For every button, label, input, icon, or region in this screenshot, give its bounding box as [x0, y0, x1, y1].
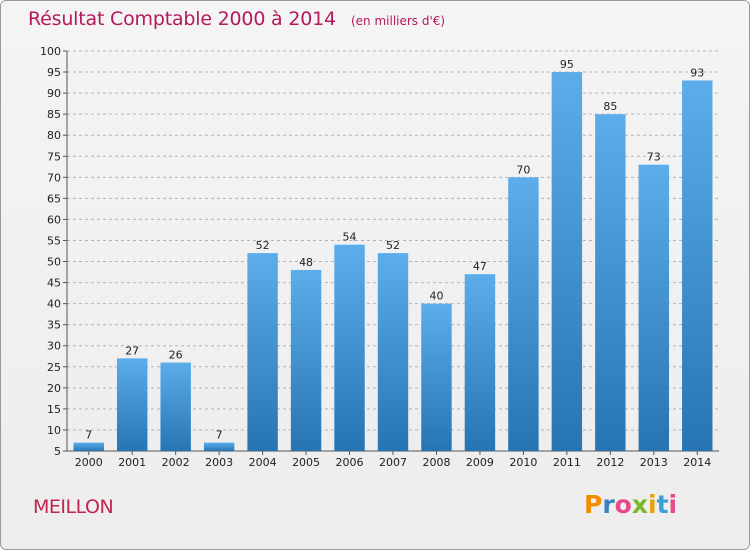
logo-letter: x — [631, 490, 648, 519]
bar-value-label: 95 — [560, 58, 574, 71]
y-tick-label: 100 — [40, 45, 61, 58]
x-tick-label: 2010 — [509, 456, 537, 469]
bar-2007[interactable] — [377, 253, 409, 451]
y-tick-label: 55 — [47, 234, 61, 247]
y-tick-label: 50 — [47, 256, 61, 269]
x-tick-label: 2005 — [292, 456, 320, 469]
bar-2014[interactable] — [682, 80, 713, 451]
bar-value-label: 27 — [125, 344, 139, 357]
bar-2012[interactable] — [595, 114, 626, 451]
x-tick-label: 2013 — [640, 456, 668, 469]
logo-letter: i — [648, 490, 657, 519]
bar-2010[interactable] — [508, 177, 539, 451]
x-tick-label: 2006 — [336, 456, 364, 469]
bar-value-label: 47 — [473, 260, 487, 273]
commune-name: MEILLON — [33, 496, 114, 518]
y-tick-label: 85 — [47, 108, 61, 121]
bar-value-label: 52 — [386, 239, 400, 252]
bar-2004[interactable] — [247, 253, 278, 451]
y-tick-label: 5 — [54, 445, 61, 458]
bar-value-label: 73 — [647, 151, 661, 164]
x-tick-label: 2003 — [205, 456, 233, 469]
logo-letter: t — [656, 490, 669, 519]
bar-value-label: 85 — [603, 100, 617, 113]
proxiti-logo[interactable]: Proxiti — [584, 490, 677, 519]
logo-letter: i — [668, 490, 678, 519]
bar-2003[interactable] — [203, 442, 235, 451]
y-tick-label: 35 — [47, 319, 61, 332]
chart-title: Résultat Comptable 2000 à 2014 — [28, 8, 336, 30]
bar-value-label: 7 — [216, 429, 223, 442]
logo-letter: P — [584, 490, 603, 519]
bar-2011[interactable] — [551, 72, 583, 451]
y-tick-label: 60 — [47, 213, 61, 226]
y-tick-label: 25 — [47, 361, 61, 374]
logo-letter: r — [602, 490, 615, 519]
y-tick-label: 10 — [47, 424, 61, 437]
x-tick-label: 2004 — [249, 456, 277, 469]
bar-2002[interactable] — [160, 362, 191, 451]
x-tick-label: 2007 — [379, 456, 407, 469]
bar-value-label: 40 — [429, 290, 443, 303]
x-tick-label: 2012 — [596, 456, 624, 469]
bar-2013[interactable] — [638, 164, 670, 451]
y-tick-label: 80 — [47, 129, 61, 142]
x-tick-label: 2014 — [683, 456, 711, 469]
bar-value-label: 70 — [516, 163, 530, 176]
y-tick-label: 20 — [47, 382, 61, 395]
bar-2009[interactable] — [464, 274, 496, 451]
y-tick-label: 15 — [47, 403, 61, 416]
x-tick-label: 2009 — [466, 456, 494, 469]
axis-layer: 5 10 15 20 25 30 35 40 45 50 55 60 65 70 75 80 85 90 95 100… — [40, 45, 719, 469]
x-tick-label: 2008 — [422, 456, 450, 469]
bar-value-label: 26 — [169, 349, 183, 362]
bar-2001[interactable] — [116, 358, 148, 451]
bar-value-label: 52 — [256, 239, 270, 252]
bar-2000[interactable] — [73, 442, 104, 451]
y-tick-label: 70 — [47, 171, 61, 184]
title-line: Résultat Comptable 2000 à 2014 (en milli… — [28, 8, 445, 30]
x-tick-label: 2011 — [553, 456, 581, 469]
bars-layer — [73, 72, 713, 451]
logo-letter: o — [614, 490, 632, 519]
bar-value-label: 93 — [690, 66, 704, 79]
y-tick-label: 40 — [47, 298, 61, 311]
x-tick-label: 2001 — [118, 456, 146, 469]
y-tick-label: 75 — [47, 150, 61, 163]
y-tick-label: 95 — [47, 66, 61, 79]
y-tick-label: 45 — [47, 277, 61, 290]
bar-value-label: 54 — [343, 231, 357, 244]
x-tick-label: 2000 — [75, 456, 103, 469]
bar-2006[interactable] — [334, 244, 365, 451]
bar-value-label: 48 — [299, 256, 313, 269]
y-tick-label: 30 — [47, 340, 61, 353]
y-tick-label: 90 — [47, 87, 61, 100]
bar-value-label: 7 — [85, 429, 92, 442]
chart-subtitle: (en milliers d'€) — [350, 14, 446, 28]
x-tick-label: 2002 — [162, 456, 190, 469]
labels-layer: 7 27 26 7 52 48 54 52 40 47 70 95 85 73 93 — [85, 58, 704, 442]
bar-2008[interactable] — [421, 303, 452, 451]
y-tick-label: 65 — [47, 192, 61, 205]
bar-2005[interactable] — [290, 269, 322, 451]
